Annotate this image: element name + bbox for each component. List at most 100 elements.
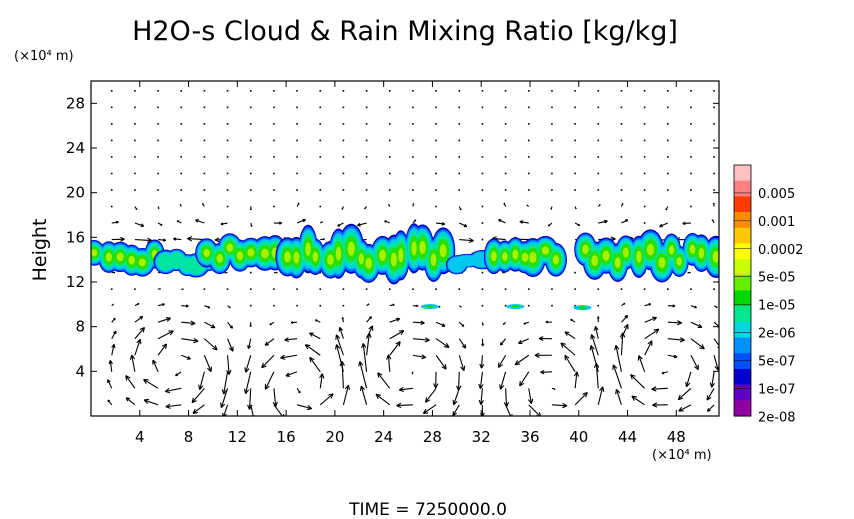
wind-vector — [540, 369, 552, 375]
wind-vector — [226, 172, 229, 175]
colorbar-swatch — [734, 180, 751, 197]
wind-vector — [134, 156, 136, 158]
x-tick-label: 48 — [667, 428, 686, 446]
colorbar-swatch — [734, 400, 751, 417]
y-tick-label: 16 — [66, 228, 85, 246]
wind-vector — [143, 398, 159, 406]
wind-vector — [551, 189, 553, 191]
wind-vector — [498, 219, 506, 224]
wind-vector — [412, 337, 430, 343]
wind-vector — [359, 385, 368, 405]
wind-vector — [514, 354, 530, 366]
wind-vector — [574, 156, 576, 158]
wind-vector — [269, 321, 275, 326]
wind-vector — [574, 222, 581, 227]
colorbar-swatch — [734, 353, 751, 370]
wind-vector — [481, 238, 484, 241]
colorbar-swatch — [734, 274, 751, 291]
wind-vector — [574, 172, 576, 175]
wind-vector — [389, 330, 405, 340]
wind-vector — [388, 156, 391, 158]
wind-vector — [551, 123, 553, 125]
wind-vector — [273, 404, 285, 416]
wind-vector — [504, 90, 507, 92]
plot-frame — [90, 80, 720, 417]
wind-vector — [319, 271, 322, 274]
wind-vector — [435, 321, 446, 327]
wind-vector — [551, 402, 568, 409]
wind-vector — [264, 338, 275, 346]
wind-vector — [597, 189, 600, 191]
wind-vector — [481, 139, 484, 142]
wind-vector — [458, 106, 461, 109]
wind-vector — [111, 220, 119, 224]
wind-vector — [458, 90, 461, 92]
wind-vector — [459, 237, 474, 244]
wind-vector — [690, 205, 692, 208]
wind-vector — [564, 331, 576, 340]
colorbar-swatch — [734, 321, 751, 338]
wind-vector — [273, 189, 275, 191]
wind-vector — [502, 271, 506, 274]
colorbar-label: 0.005 — [758, 187, 795, 202]
colorbar-label: 5e-07 — [758, 354, 796, 369]
wind-vector — [643, 172, 646, 175]
wind-vector — [637, 355, 646, 372]
wind-vector — [342, 156, 345, 158]
wind-vector — [574, 189, 576, 191]
wind-vector — [481, 271, 484, 274]
wind-vector — [458, 172, 461, 175]
wind-vector — [711, 219, 715, 224]
wind-vector — [574, 206, 577, 210]
wind-vector — [620, 172, 623, 175]
wind-vector — [296, 218, 306, 224]
wind-vector — [319, 189, 322, 191]
colorbar-frame — [733, 164, 752, 417]
wind-vector — [643, 205, 646, 208]
wind-vector — [651, 386, 668, 392]
wind-vector — [273, 172, 275, 175]
wind-vector — [620, 156, 623, 158]
wind-vector — [273, 139, 275, 142]
wind-vector — [361, 343, 368, 372]
wind-vector — [435, 189, 437, 191]
wind-vector — [620, 139, 623, 142]
wind-vector — [227, 338, 234, 352]
wind-vector — [181, 354, 191, 360]
wind-vector — [499, 371, 507, 390]
wind-vector — [285, 371, 298, 377]
wind-vector — [666, 123, 669, 125]
wind-vector — [527, 288, 530, 290]
wind-vector — [338, 326, 344, 339]
wind-vector — [435, 106, 437, 109]
wind-vector — [677, 387, 692, 401]
wind-vector — [134, 222, 145, 228]
wind-vector — [110, 172, 113, 175]
wind-vector — [388, 123, 391, 125]
wind-vector — [389, 341, 401, 356]
wind-vector — [203, 139, 206, 142]
wind-vector — [412, 288, 414, 290]
wind-vector — [478, 371, 484, 389]
wind-vector — [713, 288, 715, 290]
wind-vector — [273, 123, 275, 125]
wind-vector — [365, 156, 368, 158]
wind-vector — [458, 206, 462, 211]
wind-vector — [690, 338, 705, 350]
wind-vector — [203, 123, 206, 125]
wind-vector — [458, 156, 461, 158]
wind-vector — [713, 338, 719, 349]
wind-vector — [180, 172, 183, 175]
wind-vector — [481, 222, 484, 224]
wind-vector — [504, 123, 507, 125]
wind-vector — [319, 304, 322, 307]
cloud-mixing-ratio-field — [91, 223, 719, 311]
colorbar-swatch — [734, 384, 751, 401]
wind-vector — [107, 379, 113, 389]
wind-vector — [458, 123, 461, 125]
wind-vector — [273, 106, 275, 109]
wind-vector — [220, 388, 229, 408]
wind-vector — [643, 106, 646, 109]
wind-vector — [713, 106, 715, 109]
wind-vector — [666, 106, 669, 109]
